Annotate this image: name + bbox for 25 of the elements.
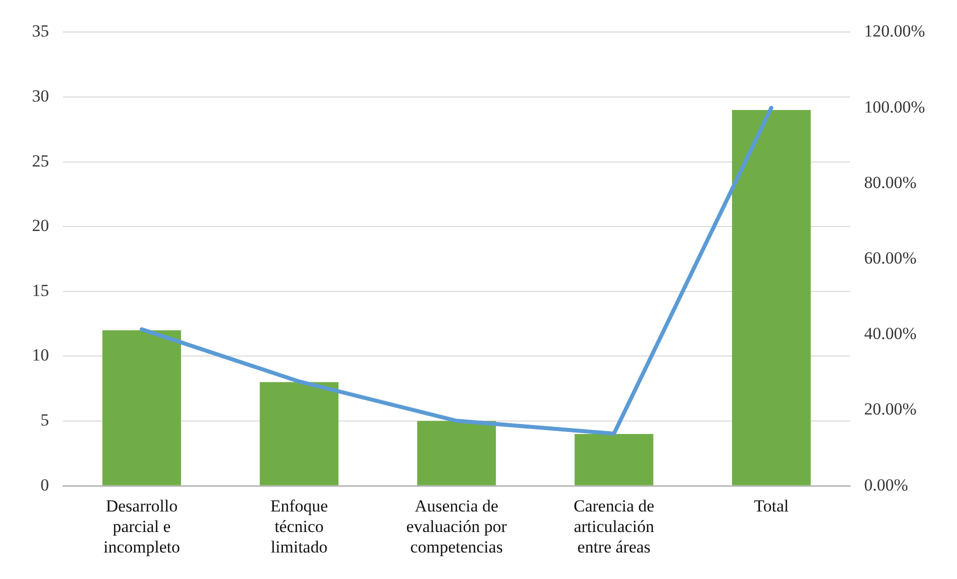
y2-tick-label: 40.00% <box>864 324 917 344</box>
bar <box>102 330 182 486</box>
y-tick-label: 10 <box>32 346 49 365</box>
y-tick-label: 15 <box>32 280 49 300</box>
x-tick-label: Enfoque técnico limitado <box>270 496 328 556</box>
y-tick-label: 20 <box>32 216 49 236</box>
y2-tick-label: 20.00% <box>864 400 917 419</box>
bar <box>417 421 496 486</box>
y2-tick-label: 100.00% <box>864 97 926 116</box>
y-tick-label: 30 <box>32 86 49 106</box>
y2-tick-label: 60.00% <box>864 248 917 268</box>
bar <box>732 110 811 486</box>
y-tick-label: 0 <box>40 475 49 494</box>
y2-tick-label: 0.00% <box>864 475 908 494</box>
bar <box>574 434 654 486</box>
x-tick-label: Desarrollo parcial e incompleto <box>103 496 180 556</box>
y-tick-label: 25 <box>32 151 49 170</box>
y-tick-label: 5 <box>40 410 49 430</box>
y-tick-label: 35 <box>32 22 49 41</box>
bar <box>260 382 338 486</box>
y2-tick-label: 120.00% <box>864 22 926 41</box>
x-tick-label: Ausencia de evaluación por competencias <box>406 496 508 556</box>
x-tick-label: Carencia de articulación entre áreas <box>574 496 655 556</box>
y2-tick-label: 80.00% <box>864 172 917 192</box>
x-tick-label: Total <box>754 496 789 516</box>
